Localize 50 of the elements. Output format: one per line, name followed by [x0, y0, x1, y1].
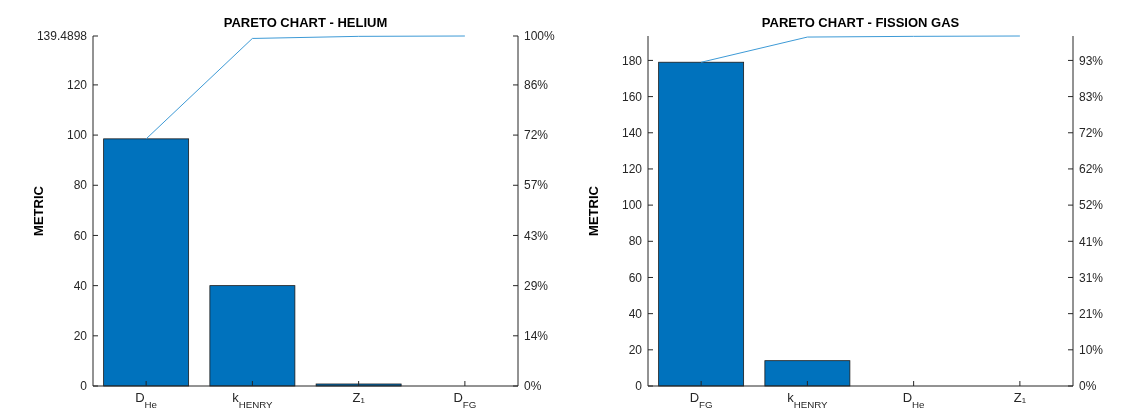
y-tick-label: 40: [73, 278, 88, 293]
y2-tick-label: 10%: [1079, 343, 1104, 358]
y2-tick-label: 0%: [524, 379, 542, 394]
x-tick-label: k$_{HENRY}$: [232, 390, 274, 410]
y-tick-label: 0: [80, 379, 88, 394]
x-tick-label: Z₁: [1013, 390, 1027, 405]
y2-tick-label: 72%: [1079, 125, 1104, 140]
y-tick-label: 80: [628, 234, 643, 249]
y2-tick-label: 0%: [1079, 379, 1097, 394]
y-tick-label: 20: [73, 329, 88, 344]
y2-tick-label: 21%: [1079, 306, 1104, 321]
y2-tick-label: 52%: [1079, 198, 1104, 213]
y2-tick-label: 62%: [1079, 162, 1104, 177]
y-tick-label: 120: [66, 78, 88, 93]
y-tick-label: 100: [66, 128, 88, 143]
x-tick-label: D$_{He}$: [135, 390, 158, 410]
y2-tick-label: 14%: [524, 329, 549, 344]
y2-tick-label: 93%: [1079, 53, 1104, 68]
x-tick-label: D$_{He}$: [902, 390, 925, 410]
x-tick-label: Z₁: [352, 390, 366, 405]
y-tick-label: 139.4898: [36, 29, 88, 44]
y2-tick-label: 43%: [524, 228, 549, 243]
y-tick-label: 100: [621, 198, 643, 213]
y-tick-label: 140: [621, 125, 643, 140]
y-tick-label: 0: [635, 379, 643, 394]
y-tick-label: 80: [73, 178, 88, 193]
y-tick-label: 160: [621, 89, 643, 104]
chart-title: PARETO CHART - FISSION GAS: [761, 15, 960, 30]
y-axis-title: METRIC: [31, 185, 46, 236]
line-series: [145, 35, 466, 140]
x-tick-label: k$_{HENRY}$: [787, 390, 829, 410]
y2-tick-label: 100%: [524, 29, 556, 44]
x-tick-label: D$_{FG}$: [453, 390, 477, 410]
y-tick-label: 120: [621, 162, 643, 177]
line-series: [700, 35, 1021, 63]
y2-tick-label: 83%: [1079, 89, 1104, 104]
y-tick-label: 20: [628, 343, 643, 358]
y-tick-label: 60: [628, 270, 643, 285]
y2-tick-label: 86%: [524, 78, 549, 93]
chart-title: PARETO CHART - HELIUM: [223, 15, 388, 30]
y2-tick-label: 57%: [524, 178, 549, 193]
y2-tick-label: 29%: [524, 278, 549, 293]
x-tick-label: D$_{FG}$: [689, 390, 713, 410]
y-tick-label: 40: [628, 306, 643, 321]
y-tick-label: 180: [621, 53, 643, 68]
y-tick-label: 60: [73, 228, 88, 243]
y2-tick-label: 41%: [1079, 234, 1104, 249]
y2-tick-label: 72%: [524, 128, 549, 143]
y2-tick-label: 31%: [1079, 270, 1104, 285]
y-axis-title: METRIC: [586, 185, 601, 236]
